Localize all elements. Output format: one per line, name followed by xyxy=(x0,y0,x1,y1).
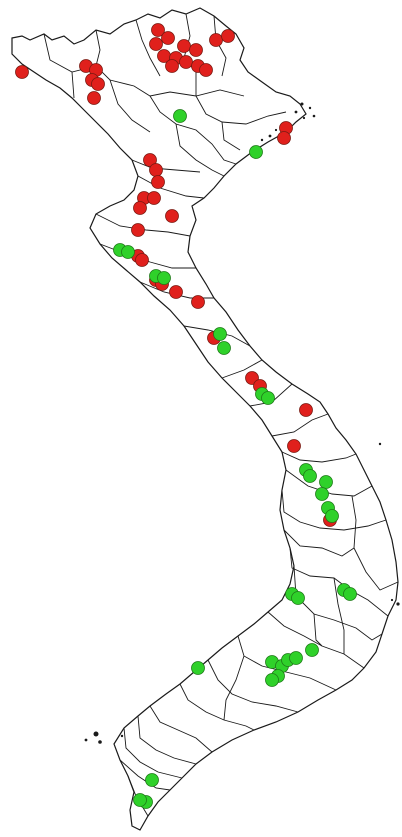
province-boundaries xyxy=(43,13,399,817)
green-marker xyxy=(249,145,263,159)
red-marker xyxy=(87,91,101,105)
green-marker xyxy=(261,391,275,405)
red-marker xyxy=(165,59,179,73)
red-marker xyxy=(199,63,213,77)
green-marker xyxy=(315,487,329,501)
red-marker xyxy=(133,201,147,215)
green-marker xyxy=(145,773,159,787)
red-marker xyxy=(221,29,235,43)
green-marker xyxy=(121,245,135,259)
red-marker xyxy=(149,163,163,177)
red-marker xyxy=(179,55,193,69)
green-marker xyxy=(213,327,227,341)
green-marker xyxy=(157,271,171,285)
red-marker xyxy=(15,65,29,79)
red-marker xyxy=(161,31,175,45)
red-marker xyxy=(91,77,105,91)
red-marker xyxy=(143,153,157,167)
green-marker xyxy=(291,591,305,605)
green-marker xyxy=(173,109,187,123)
red-marker xyxy=(277,131,291,145)
red-marker xyxy=(169,285,183,299)
green-marker xyxy=(303,469,317,483)
green-marker xyxy=(133,793,147,807)
markers-layer xyxy=(15,23,357,809)
green-marker xyxy=(305,643,319,657)
green-marker xyxy=(191,661,205,675)
country-outline xyxy=(11,7,399,831)
red-marker xyxy=(151,175,165,189)
red-marker xyxy=(299,403,313,417)
red-marker xyxy=(191,295,205,309)
red-marker xyxy=(165,209,179,223)
red-marker xyxy=(287,439,301,453)
coastal-islands xyxy=(84,102,400,744)
green-marker xyxy=(319,475,333,489)
red-marker xyxy=(131,223,145,237)
red-marker xyxy=(147,191,161,205)
red-marker xyxy=(149,37,163,51)
red-marker xyxy=(151,23,165,37)
red-marker xyxy=(135,253,149,267)
red-marker xyxy=(189,43,203,57)
red-marker xyxy=(177,39,191,53)
green-marker xyxy=(289,651,303,665)
green-marker xyxy=(343,587,357,601)
green-marker xyxy=(325,509,339,523)
green-marker xyxy=(217,341,231,355)
red-marker xyxy=(209,33,223,47)
green-marker xyxy=(265,673,279,687)
